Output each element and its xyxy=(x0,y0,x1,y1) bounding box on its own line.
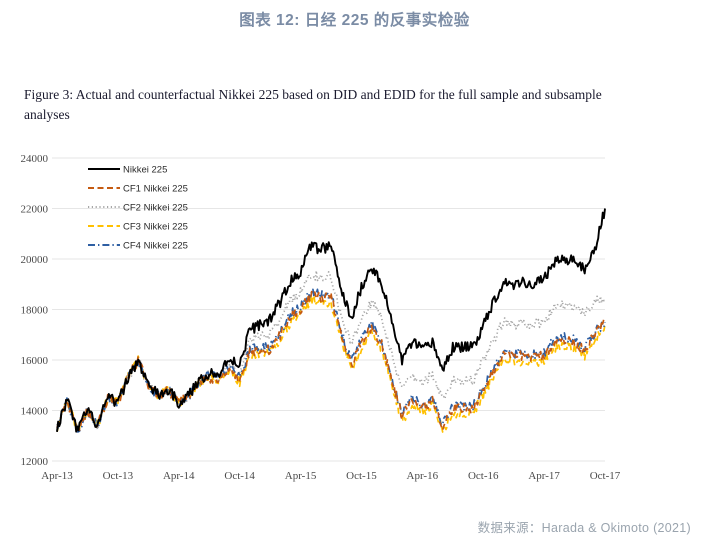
y-axis-tick-label: 24000 xyxy=(21,153,49,165)
x-axis-tick-label: Apr-13 xyxy=(41,470,73,482)
series-line-nikkei-225 xyxy=(56,208,606,433)
y-axis-tick-label: 16000 xyxy=(21,355,49,367)
legend-label: CF2 Nikkei 225 xyxy=(123,203,188,214)
x-axis-tick-label: Apr-17 xyxy=(528,470,560,482)
x-axis-tick-label: Apr-16 xyxy=(407,470,439,482)
source-note: 数据来源：Harada & Okimoto (2021) xyxy=(477,521,691,535)
chart-legend: Nikkei 225 CF1 Nikkei 225 CF2 Nikkei 225 CF… xyxy=(88,165,188,252)
legend-label: CF4 Nikkei 225 xyxy=(123,241,188,252)
series-line-cf3-nikkei-225 xyxy=(56,293,606,433)
figure-caption: Figure 3: Actual and counterfactual Nikk… xyxy=(24,87,602,122)
legend-label: CF1 Nikkei 225 xyxy=(123,184,188,195)
data-series-group xyxy=(56,208,606,433)
x-axis-tick-label: Oct-15 xyxy=(346,470,377,482)
x-axis-tick-label: Oct-16 xyxy=(468,470,499,482)
y-axis-tick-label: 22000 xyxy=(21,204,49,216)
x-axis-tick-labels: Apr-13 Oct-13 Apr-14 Oct-14 Apr-15 Oct-15 Apr-… xyxy=(41,470,621,482)
nikkei-counterfactual-chart: 12000 14000 16000 18000 20000 22000 24000 Apr-… xyxy=(21,153,621,482)
legend-label: CF3 Nikkei 225 xyxy=(123,222,188,233)
x-axis-tick-label: Apr-14 xyxy=(163,470,195,482)
x-axis-tick-label: Oct-14 xyxy=(224,470,255,482)
legend-label: Nikkei 225 xyxy=(123,165,167,176)
y-axis-tick-label: 14000 xyxy=(21,406,49,418)
y-axis-tick-label: 18000 xyxy=(21,305,49,317)
y-axis-tick-label: 20000 xyxy=(21,254,49,266)
gridlines-group xyxy=(52,157,605,462)
y-axis-tick-labels: 12000 14000 16000 18000 20000 22000 24000 xyxy=(21,153,49,468)
page-title: 图表 12: 日经 225 的反事实检验 xyxy=(239,12,470,29)
x-axis-tick-label: Oct-17 xyxy=(590,470,621,482)
x-axis-tick-label: Oct-13 xyxy=(103,470,134,482)
y-axis-tick-label: 12000 xyxy=(21,456,49,468)
x-axis-tick-label: Apr-15 xyxy=(285,470,317,482)
series-line-cf1-nikkei-225 xyxy=(56,289,606,432)
chart-container: 12000 14000 16000 18000 20000 22000 24000 Apr-… xyxy=(0,143,709,493)
